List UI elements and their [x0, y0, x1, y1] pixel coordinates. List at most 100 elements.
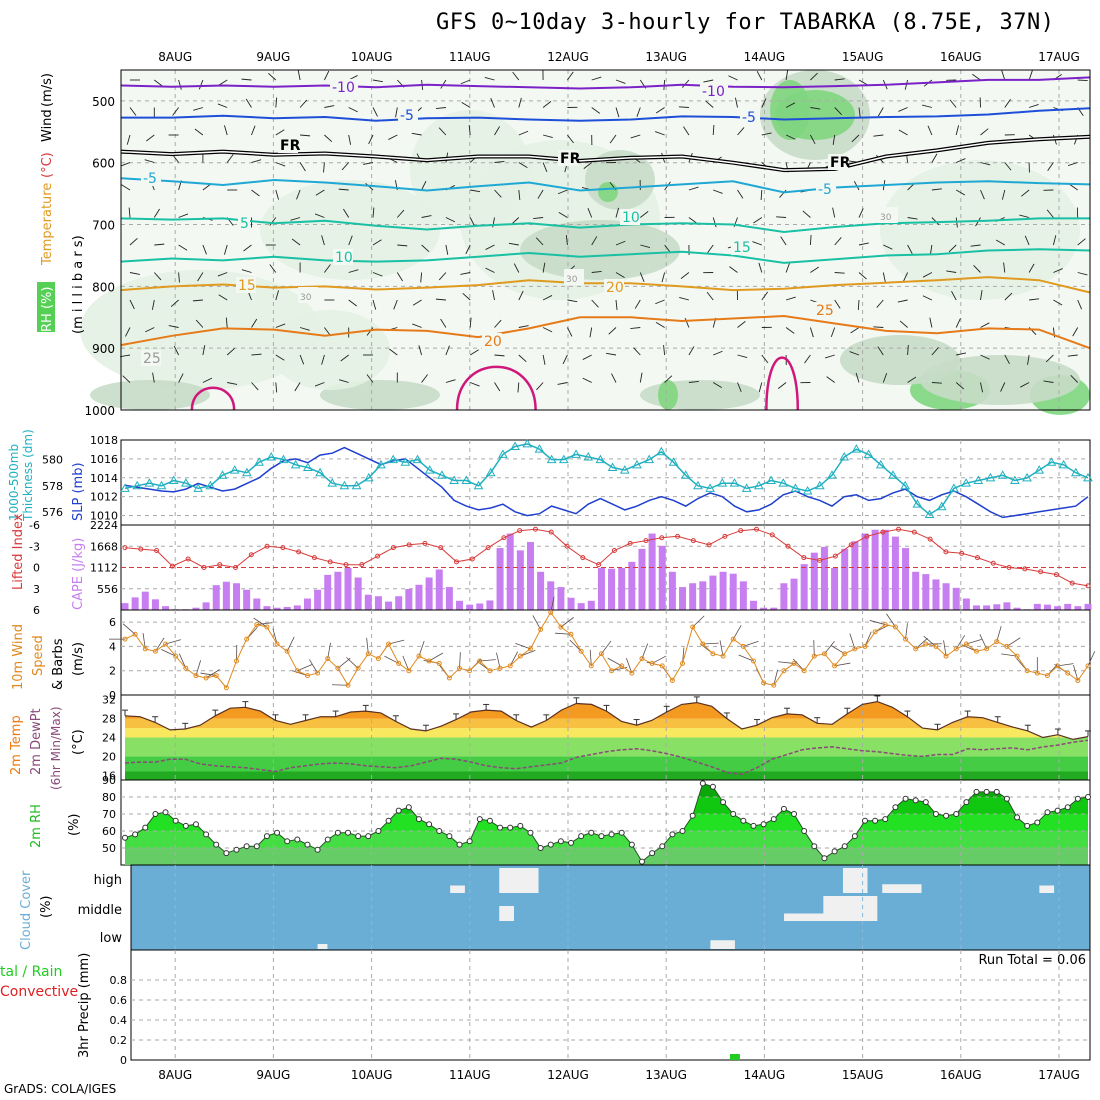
wind-barb: [314, 213, 325, 218]
contour-label-bg: [814, 302, 834, 318]
y-tick-pressure: 900: [92, 342, 115, 356]
wind-barb: [970, 244, 981, 247]
wind10-point: [913, 646, 919, 652]
cape-bar: [131, 597, 139, 610]
wind10-point: [375, 656, 381, 662]
wind-barb: [275, 129, 285, 136]
thickness-axis-label: 1000-500mb: [7, 444, 21, 521]
wind-barb: [679, 296, 690, 301]
thickness-point: [144, 478, 155, 487]
cape-bar: [1013, 607, 1021, 610]
contour-label-bg: [298, 287, 318, 303]
wind10-point: [598, 651, 604, 657]
cape-bar: [932, 579, 940, 610]
cape-bar: [922, 574, 930, 610]
wind-barb: [218, 294, 228, 301]
wind-barb: [460, 79, 471, 85]
wind10-point: [234, 658, 240, 664]
cape-bar: [618, 567, 626, 610]
wind-barb: [217, 272, 228, 277]
wind10-point: [619, 663, 625, 669]
wind-barb: [120, 354, 131, 358]
wind-barb: [144, 159, 155, 163]
wind-barb: [705, 100, 714, 108]
wind-barb: [468, 125, 471, 136]
wind-barb: [904, 79, 909, 90]
y-tick-thickness: 576: [42, 506, 63, 519]
thickness-point: [583, 451, 594, 461]
y-tick-cape: 2224: [90, 519, 118, 532]
wind10-point: [477, 658, 483, 664]
wind10-barb: [738, 654, 754, 662]
wind10-point: [163, 641, 169, 647]
wind-barb: [589, 327, 593, 338]
rh2m-point: [213, 841, 220, 848]
wind10-point: [629, 670, 635, 676]
wind-barb: [630, 327, 641, 329]
wind-barb: [899, 320, 908, 328]
contour-label-bg: [333, 249, 353, 265]
cape-bar: [334, 571, 342, 610]
wind10-point: [517, 653, 523, 659]
li-point: [864, 533, 870, 539]
wind-barb: [640, 244, 651, 249]
rh2m-point: [203, 831, 210, 838]
wind-barb: [202, 377, 213, 383]
wind-barb: [683, 126, 690, 136]
wind-barb: [931, 347, 939, 356]
wind-barb: [518, 162, 528, 169]
wind-barb: [737, 320, 746, 328]
cape-bar: [415, 584, 423, 610]
li-point: [217, 562, 223, 568]
thickness-point: [437, 470, 447, 479]
cloud-patch-4: [1039, 885, 1055, 893]
wind-barb: [202, 345, 206, 356]
temperature-axis-label: Temperature: [40, 183, 55, 266]
wind-barb: [193, 107, 204, 111]
wind10-point: [345, 682, 351, 688]
contour-label-bg: [740, 109, 760, 125]
wind10-point: [842, 651, 848, 657]
wind10-barb: [601, 640, 612, 654]
rh2m-point: [486, 817, 493, 824]
wind-barb: [661, 272, 666, 283]
wind-barb: [421, 180, 427, 191]
wind-barb: [615, 107, 620, 118]
isotherm-1: [121, 107, 1091, 122]
cape-bar: [962, 598, 970, 610]
wind-barb: [338, 379, 349, 383]
li-point: [627, 540, 633, 546]
cape-bar: [679, 587, 687, 610]
thickness-point: [595, 454, 606, 464]
wind10-barb: [961, 644, 977, 652]
wind-barb: [1020, 382, 1030, 388]
li-point: [485, 545, 491, 551]
wind-barb: [756, 70, 763, 81]
thickness-point: [351, 480, 362, 490]
wind-barb: [557, 382, 568, 385]
thickness-point: [644, 454, 655, 464]
wind-barb: [533, 217, 544, 219]
li-point: [264, 543, 270, 549]
wind-barb: [591, 76, 602, 81]
wind-barb: [663, 345, 666, 356]
wind-barb: [565, 235, 568, 246]
wind-barb: [785, 70, 789, 81]
wind10-point: [730, 636, 736, 642]
x-tick-top: 11AUG: [449, 50, 491, 64]
slp-axis-label: SLP (mb): [71, 462, 86, 521]
cloud-level-label: low: [100, 931, 123, 946]
wind-barb: [761, 354, 769, 364]
x-tick-bottom: 14AUG: [744, 1068, 786, 1082]
magenta-contour-2: [765, 356, 800, 411]
wind10-barb: [905, 623, 908, 640]
li-point: [154, 548, 160, 553]
rh-shade-19: [270, 310, 390, 390]
li-point: [233, 565, 239, 570]
x-tick-bottom: 8AUG: [158, 1068, 192, 1082]
thickness-point: [229, 465, 240, 474]
thickness-point: [814, 480, 825, 490]
wind10-point: [355, 665, 361, 671]
wind10-point: [791, 660, 797, 666]
wind-barb: [713, 350, 723, 356]
